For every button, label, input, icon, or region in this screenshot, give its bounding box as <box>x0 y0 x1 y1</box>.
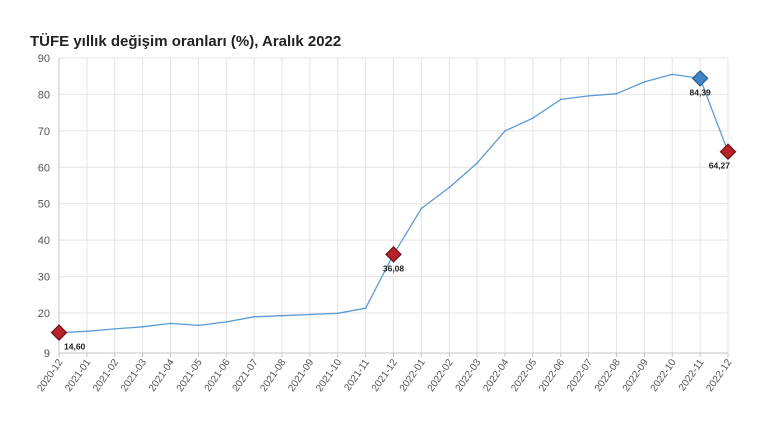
y-tick-label: 90 <box>38 53 50 65</box>
data-label-2020-12: 14,60 <box>64 342 86 352</box>
x-tick-label: 2022-10 <box>649 357 679 394</box>
data-point-2022-05 <box>532 117 534 119</box>
x-tick-label: 2021-02 <box>91 357 121 394</box>
x-tick-label: 2022-05 <box>509 357 539 394</box>
data-point-2021-05 <box>197 324 200 327</box>
data-point-2022-03 <box>476 162 478 165</box>
data-point-2022-02 <box>448 186 451 189</box>
data-point-2022-01 <box>420 207 423 210</box>
data-point-2021-11 <box>364 307 367 310</box>
gridlines <box>58 57 729 354</box>
y-tick-label: 70 <box>38 126 50 138</box>
data-point-2021-08 <box>281 314 283 317</box>
x-tick-label: 2022-07 <box>565 357 595 394</box>
data-point-2021-04 <box>169 322 172 325</box>
data-labels: 14,60 36,08 84,39 64,27 <box>64 87 730 351</box>
data-point-2021-07 <box>253 315 256 318</box>
data-point-2021-09 <box>309 313 311 316</box>
x-tick-label: 2020-12 <box>35 357 65 394</box>
x-tick-label: 2021-07 <box>231 357 261 394</box>
x-tick-label: 2022-12 <box>704 357 734 394</box>
x-tick-label: 2021-10 <box>314 357 344 394</box>
x-tick-label: 2022-11 <box>677 357 707 393</box>
x-tick-label: 2021-03 <box>119 357 149 394</box>
data-point-2022-09 <box>643 81 646 83</box>
data-point-2022-07 <box>587 95 590 97</box>
x-tick-label: 2021-04 <box>147 357 177 394</box>
x-tick-label: 2021-06 <box>203 357 233 394</box>
data-point-2021-06 <box>225 321 228 323</box>
data-point-2021-01 <box>86 330 88 333</box>
x-tick-label: 2021-05 <box>175 357 205 394</box>
data-point-2022-04 <box>504 130 506 132</box>
data-label-2021-12: 36,08 <box>383 263 405 273</box>
y-tick-label: 9 <box>44 348 50 360</box>
y-axis: 9 20 30 40 50 60 70 80 90 <box>38 53 60 360</box>
x-tick-label: 2022-01 <box>398 357 428 394</box>
data-label-2022-11: 84,39 <box>689 87 711 97</box>
y-tick-label: 40 <box>38 235 50 247</box>
x-tick-label: 2021-11 <box>342 357 372 393</box>
x-axis: 2020-122021-012021-022021-032021-042021-… <box>35 352 735 394</box>
highlight-marker-2022-11 <box>691 70 709 87</box>
x-tick-label: 2022-03 <box>454 357 484 394</box>
data-point-2022-10 <box>671 73 674 76</box>
chart-title: TÜFE yıllık değişim oranları (%), Aralık… <box>30 33 341 50</box>
data-point-2022-06 <box>559 98 562 101</box>
data-label-2022-12: 64,27 <box>709 161 731 171</box>
x-tick-label: 2021-12 <box>370 357 400 394</box>
x-tick-label: 2021-01 <box>63 357 93 394</box>
y-tick-label: 30 <box>38 272 50 284</box>
x-tick-label: 2021-09 <box>286 357 316 394</box>
x-tick-label: 2022-04 <box>481 357 511 394</box>
y-tick-label: 80 <box>38 89 50 101</box>
highlight-marker-2020-12 <box>50 324 68 341</box>
y-tick-label: 60 <box>38 162 50 174</box>
x-tick-label: 2022-02 <box>426 357 456 394</box>
highlight-marker-2021-12 <box>385 246 402 263</box>
highlight-marker-2022-12 <box>719 143 737 161</box>
x-tick-label: 2022-06 <box>537 357 567 394</box>
x-tick-label: 2021-08 <box>258 357 288 394</box>
x-tick-label: 2022-08 <box>593 357 623 394</box>
data-point-2022-08 <box>615 92 618 95</box>
data-point-2021-02 <box>113 328 116 330</box>
data-point-2021-03 <box>141 325 144 328</box>
x-tick-label: 2022-09 <box>621 357 651 394</box>
y-tick-label: 50 <box>38 199 50 211</box>
y-tick-label: 20 <box>38 308 50 320</box>
highlight-markers <box>50 70 737 341</box>
data-point-2021-10 <box>336 312 339 315</box>
